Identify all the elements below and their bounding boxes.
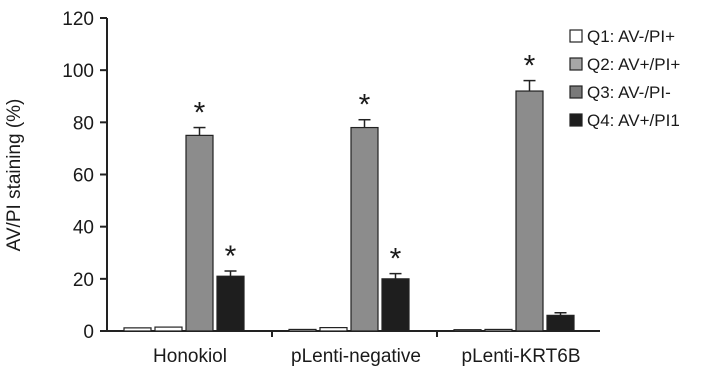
significance-star: * [524,50,536,83]
legend-label: Q3: AV-/PI- [587,83,671,102]
bar [216,275,245,332]
bar [319,327,348,332]
error-bars [193,79,567,316]
significance-star: * [194,97,206,130]
bar [123,327,152,332]
bar [484,328,513,332]
y-tick-label: 0 [83,322,94,343]
legend-swatch [569,113,583,127]
legend-swatch [569,85,583,99]
legend-label: Q2: AV+/PI+ [587,55,680,74]
x-tick-label: pLenti-KRT6B [462,346,581,367]
significance-markers: * * * * * [194,50,536,276]
bars [123,90,575,332]
y-tick-label: 100 [62,61,94,82]
y-tick-label: 20 [73,270,94,291]
legend-label: Q4: AV+/PI1 [587,111,680,130]
bar [154,326,183,332]
bar [381,278,410,332]
y-tick-label: 40 [73,218,94,239]
x-tick-label: Honokiol [153,346,227,367]
legend-swatch [569,29,583,43]
bar [453,329,482,332]
bar [350,126,379,332]
x-tick-label: pLenti-negative [291,346,421,367]
y-tick-label: 60 [73,166,94,187]
bar [185,134,214,332]
bar [288,328,317,332]
legend-label: Q1: AV-/PI+ [587,27,675,46]
y-tick-label: 120 [62,9,94,30]
bar [546,314,575,332]
significance-star: * [390,243,402,276]
y-axis-label: AV/PI staining (%) [4,99,25,252]
significance-star: * [225,240,237,273]
y-tick-label: 80 [73,113,94,134]
bar [515,90,544,332]
axes: 0 20 40 60 80 100 120 Honokiol pLenti-negative pL… [62,9,600,367]
legend-swatch [569,57,583,71]
significance-star: * [359,89,371,122]
legend: Q1: AV-/PI+ Q2: AV+/PI+ Q3: AV-/PI- Q4: AV+… [569,27,680,130]
